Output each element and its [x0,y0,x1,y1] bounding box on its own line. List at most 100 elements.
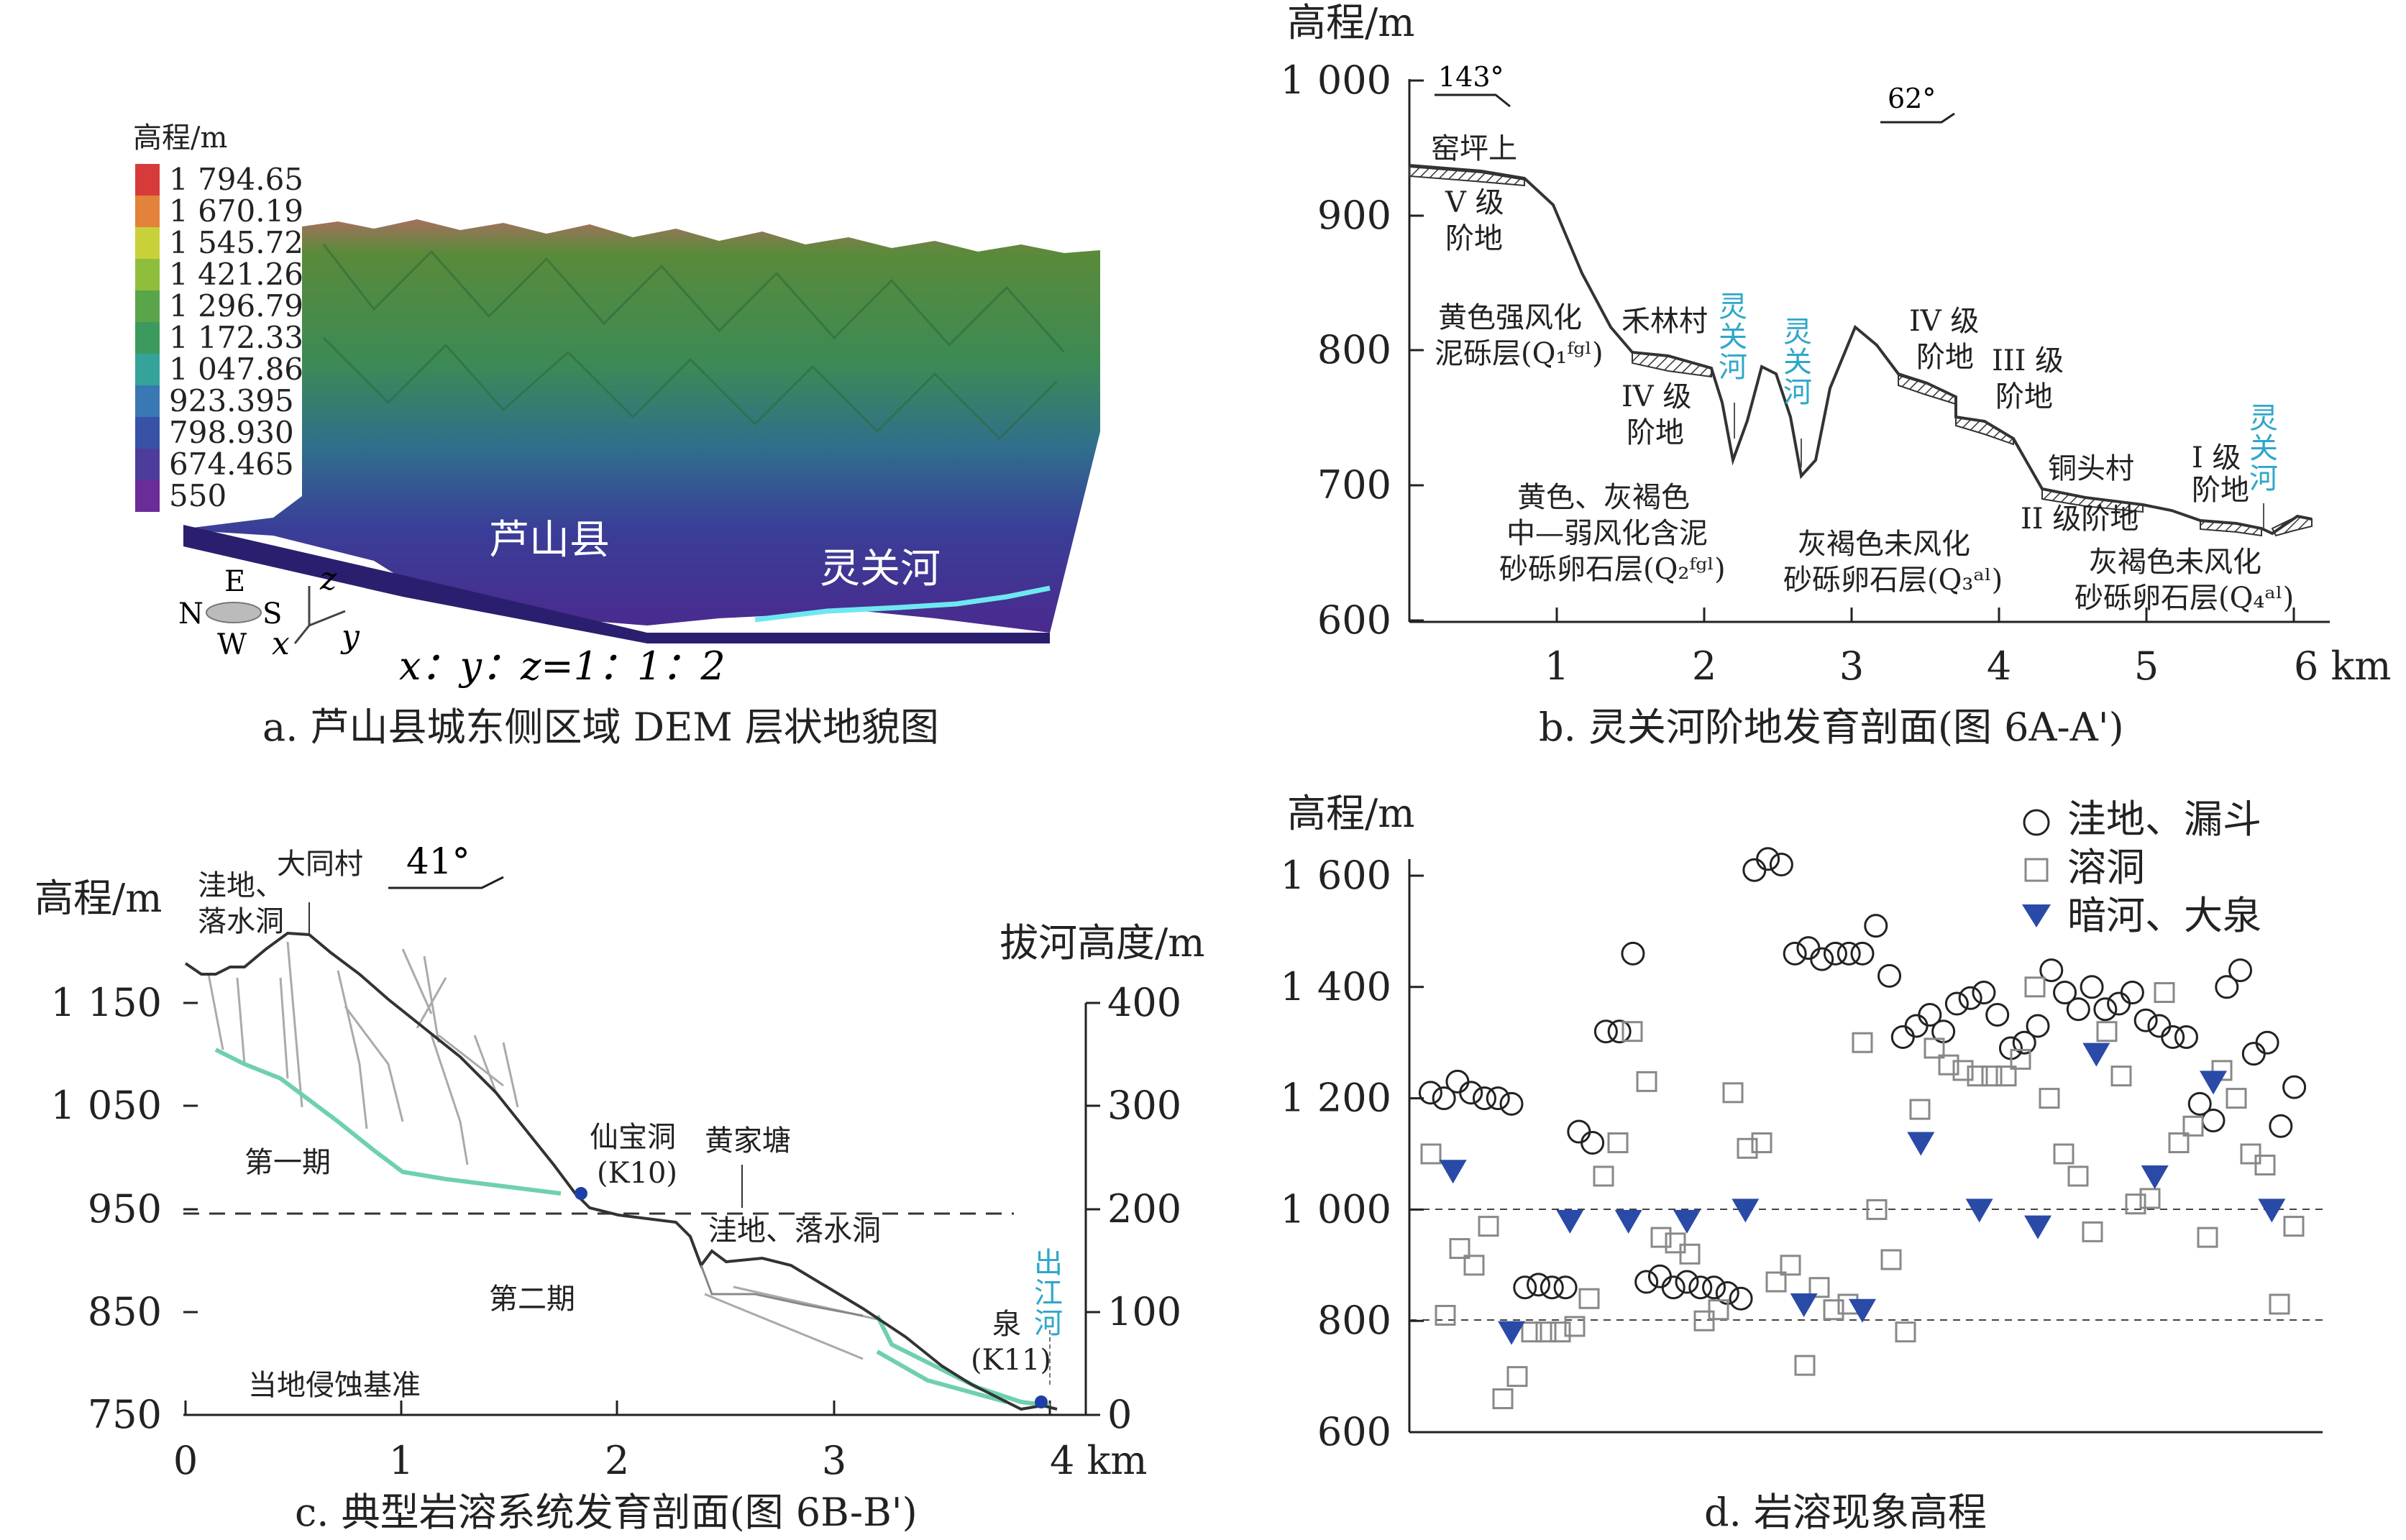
point-cave [1550,1321,1571,1343]
label-phase2: 第二期 [489,1283,575,1316]
legend-square-icon [2024,858,2049,882]
point-cave [1938,1054,1959,1076]
river-char: 灵 [2249,402,2278,435]
label-layer2a: 黄色、灰褐色 [1517,481,1690,514]
dir2-label: 62° [1888,83,1936,114]
point-cave [1794,1355,1816,1376]
point-depression [2255,1030,2279,1055]
legend-value: 1 794.65 [169,162,303,197]
point-cave [2154,982,2175,1004]
river-label-b2: 灵关河 [1783,316,1812,409]
point-underground-river [1673,1209,1701,1234]
legend-swatch [135,259,160,290]
c-ytick-label: 750 [88,1392,162,1437]
point-depression [2107,991,2131,1016]
compass-s: S [262,597,282,631]
point-cave [1981,1065,2003,1087]
c-xtick-label: 4 km [1050,1438,1147,1483]
b-xtick-label: 6 km [2294,643,2391,689]
compass: E N S W z y x [178,561,360,662]
point-depression [2174,1025,2198,1049]
panel-d-y-ticks: 1 600 1 400 1 200 1 000 800 600 [1280,853,1424,1454]
b-ytick-label: 700 [1317,462,1391,508]
label-datong: 大同村 [277,848,363,881]
point-cave [1607,1132,1629,1154]
point-depression [1661,1275,1685,1300]
b-xtick-label: 1 [1545,643,1569,689]
label-depression2: 洼地、落水洞 [708,1214,881,1247]
point-depression [1810,947,1834,971]
point-cave [2168,1132,2190,1154]
point-depression [1823,941,1847,966]
point-cave [1952,1060,1974,1081]
point-cave [1924,1037,1945,1059]
point-depression [1513,1275,1537,1300]
point-cave [1895,1321,1916,1343]
caption-b: b. 灵关河阶地发育剖面(图 6A-A') [1539,705,2124,750]
point-cave [1535,1321,1557,1343]
d-ytick-label: 600 [1317,1409,1391,1454]
terrace-deposits [1409,165,2313,537]
label-yaopingshang: 窑坪上 [1431,132,1517,165]
point-depression [2053,981,2077,1005]
spring-k11 [1035,1395,1048,1408]
point-depression [2269,1114,2293,1138]
label-t1a: I 级 [2192,441,2241,475]
point-cave [1521,1321,1542,1343]
point-cave [1967,1065,1988,1087]
point-cave [1621,1021,1643,1042]
point-underground-river [1849,1298,1876,1323]
point-cave [2254,1154,2276,1175]
label-layer2c: 砂砾卵石层(Q₂ᶠᵍˡ) [1499,553,1726,586]
point-underground-river [1614,1209,1642,1234]
label-t5a: V 级 [1445,186,1504,219]
compass-n: N [178,597,203,631]
point-underground-river [1556,1209,1584,1234]
axis-x-label: x [272,625,290,662]
point-underground-river [1439,1160,1467,1184]
point-underground-river [1907,1132,1935,1156]
point-depression [1796,936,1821,961]
b-ytick-label: 1 000 [1280,58,1391,103]
panel-a: 芦山县 灵关河 高程/m 1 794.651 670.191 545.721 4… [133,122,1100,750]
point-depression [2241,1042,2266,1066]
legend-swatch [135,417,160,449]
label-k10: (K10) [597,1157,677,1190]
point-cave [1751,1132,1773,1154]
point-depression [1445,1069,1470,1094]
point-depression [1432,1086,1456,1111]
label-t4a: IV 级 [1621,380,1691,413]
legend-swatch [135,354,160,385]
panel-b-direction-2: 62° [1880,83,1955,124]
panel-b-direction-1: 143° [1435,61,1511,108]
point-cave [1765,1271,1787,1293]
panel-c-y-title: 高程/m [35,876,162,921]
point-cave [1823,1299,1844,1321]
panel-d: 高程/m 1 600 1 400 1 200 1 000 800 600 洼地、漏斗溶洞暗… [1280,791,2323,1535]
river-label-b1: 灵关河 [1719,290,1747,384]
cave-k10 [575,1187,587,1200]
label-t3b: 阶地 [1995,380,2053,413]
river-char: 关 [2249,432,2278,465]
legend-value: 1 172.33 [169,320,303,355]
label-t4c: IV 级 [1909,305,1979,338]
point-cave [1578,1288,1600,1309]
legend-value: 923.395 [169,383,294,418]
panel-b: 高程/m 1 000 900 800 700 600 1 2 3 4 5 6 km 143° 62… [1280,0,2391,750]
point-cave [2082,1221,2103,1242]
label-t4b: 阶地 [1627,416,1684,449]
c-y2tick-label: 400 [1107,980,1181,1025]
legend-swatch [135,322,160,354]
panel-b-profile [1409,164,2313,536]
point-depression [1647,1264,1672,1288]
point-cave [1808,1277,1830,1298]
point-underground-river [1498,1321,1525,1345]
point-depression [2039,958,2064,983]
point-depression [1675,1270,1699,1294]
point-depression [1688,1275,1713,1300]
legend-value: 1 545.72 [169,225,303,260]
c-ytick-label: 950 [88,1186,162,1232]
label-t5b: 阶地 [1445,222,1503,255]
point-cave [1463,1255,1485,1276]
label-helin: 禾林村 [1621,305,1708,338]
